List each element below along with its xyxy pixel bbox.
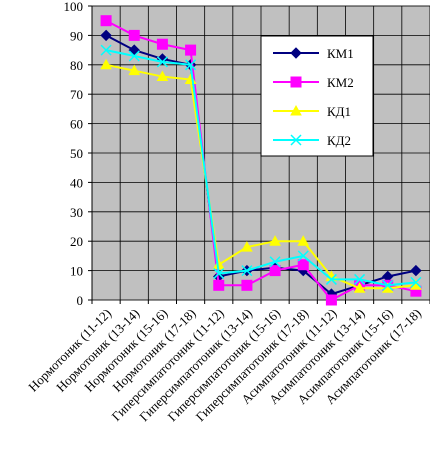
data-point: [241, 279, 253, 291]
data-point: [100, 44, 112, 56]
data-point: [100, 15, 112, 27]
data-point: [213, 268, 225, 280]
legend-label: КД2: [327, 133, 351, 148]
legend-item: КМ1: [273, 46, 354, 61]
legend-marker: [290, 76, 302, 88]
legend-item: КД1: [273, 104, 351, 119]
data-point: [297, 259, 309, 271]
data-point: [100, 58, 112, 70]
legend-marker: [290, 47, 302, 59]
data-point: [156, 56, 168, 68]
data-point: [241, 241, 253, 252]
data-point: [100, 29, 112, 42]
legend-label: КД1: [327, 104, 351, 119]
x-axis-tick-labels: Нормотоник (11-12)Нормотоник (13-14)Норм…: [25, 306, 424, 425]
data-point: [185, 44, 197, 56]
y-tick-label: 90: [70, 28, 83, 43]
y-tick-label: 40: [70, 175, 83, 190]
y-tick-label: 0: [77, 293, 84, 308]
data-point: [353, 282, 366, 293]
data-point: [410, 264, 422, 277]
y-tick-label: 80: [70, 58, 83, 73]
series-line: [105, 49, 417, 287]
data-point: [382, 279, 394, 291]
legend-box: [260, 35, 374, 157]
y-tick-label: 60: [70, 117, 83, 132]
data-point: [297, 235, 310, 246]
y-tick-label: 10: [70, 264, 83, 279]
data-point: [269, 265, 281, 277]
data-point: [241, 265, 253, 277]
series-4: [100, 44, 422, 291]
data-point: [297, 250, 309, 262]
data-point: [128, 29, 140, 41]
y-tick-label: 30: [70, 205, 83, 220]
data-point: [128, 50, 140, 62]
data-point: [269, 256, 281, 268]
y-tick-label: 100: [64, 0, 84, 14]
y-axis-tick-labels: 0 10 20 30 40 50 60 70 80 90 100: [64, 0, 84, 308]
legend-marker: [290, 104, 302, 116]
legend-label: КМ2: [327, 75, 354, 90]
legend: КМ1 КМ2 КД1 КД2: [260, 35, 374, 157]
legend-marker: [290, 134, 302, 146]
legend-item: КД2: [273, 133, 351, 148]
data-point: [410, 276, 422, 288]
data-point: [325, 294, 337, 306]
legend-label: КМ1: [327, 46, 354, 61]
legend-item: КМ2: [273, 75, 354, 90]
data-point: [185, 59, 197, 71]
y-tick-label: 50: [70, 146, 83, 161]
data-point: [156, 38, 168, 50]
data-point: [156, 70, 169, 82]
data-point: [269, 235, 281, 246]
data-point: [325, 273, 337, 285]
data-point: [354, 273, 366, 285]
y-tick-label: 20: [70, 234, 83, 249]
series-line: [105, 63, 417, 290]
series-lines: [100, 15, 422, 306]
y-tick-label: 70: [70, 87, 83, 102]
data-point: [128, 64, 141, 76]
data-point: [213, 279, 225, 291]
